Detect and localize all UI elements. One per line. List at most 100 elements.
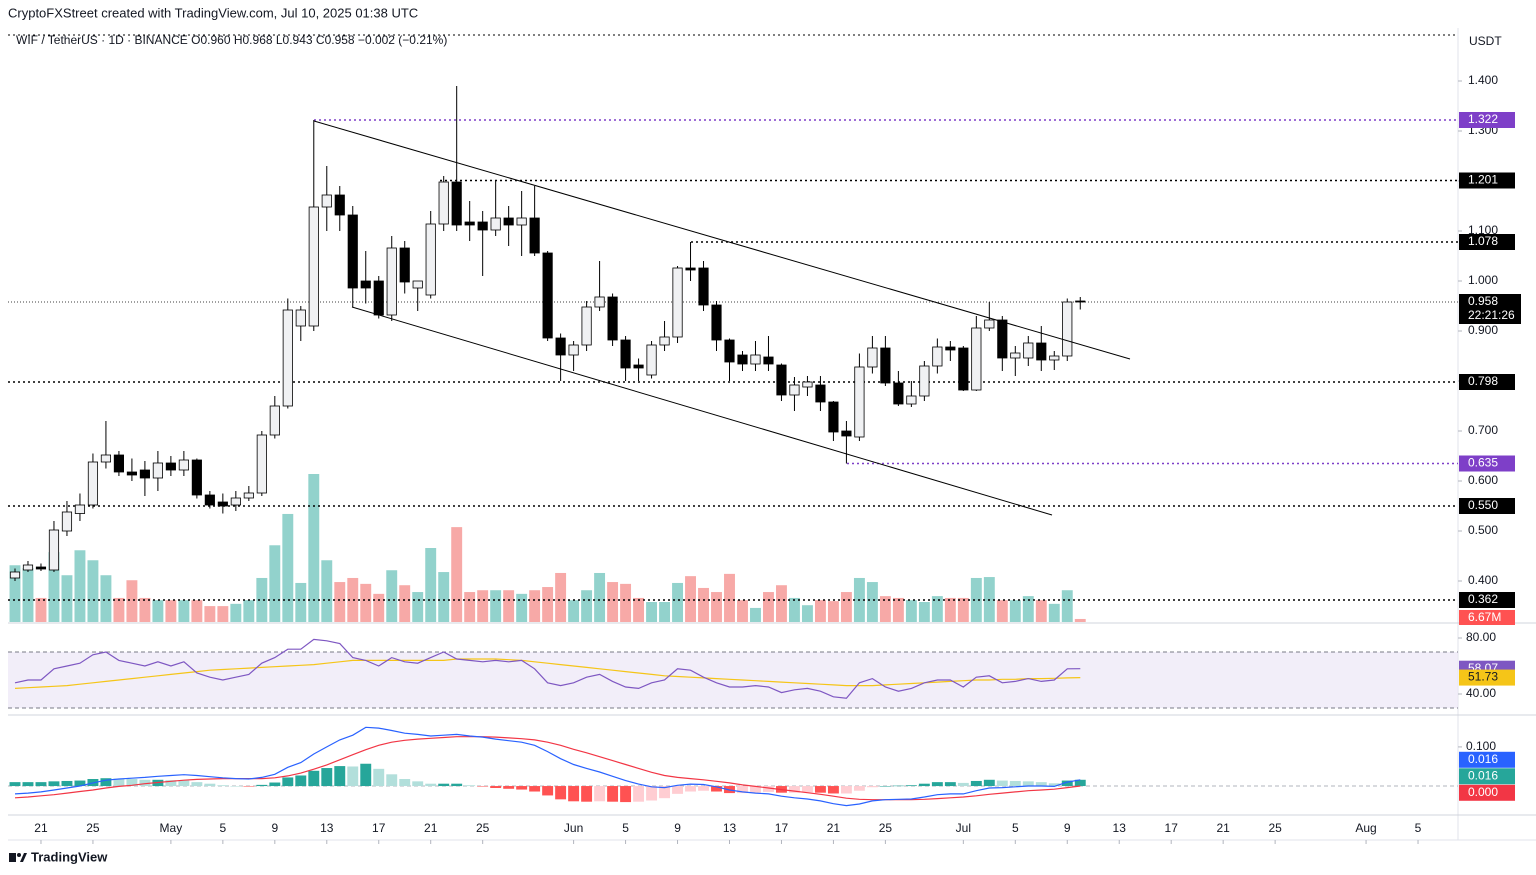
- volume-bar: [217, 606, 229, 622]
- candle-body: [230, 497, 241, 506]
- macd-histogram-bar: [879, 786, 891, 787]
- candle-body: [399, 247, 410, 283]
- candle-body: [633, 364, 644, 369]
- volume-bar: [1048, 603, 1060, 622]
- macd-histogram-bar: [100, 778, 112, 787]
- volume-bar: [776, 585, 787, 622]
- macd-label-box: [1459, 768, 1515, 785]
- volume-bar: [516, 593, 528, 622]
- macd-histogram-bar: [35, 782, 47, 787]
- volume-bar: [750, 607, 761, 622]
- level-label-box: [1459, 374, 1515, 390]
- macd-histogram-bar: [840, 786, 852, 794]
- volume-bar: [788, 597, 800, 622]
- volume-bar: [607, 582, 619, 622]
- candle-body: [477, 221, 488, 231]
- x-tick-label: 9: [674, 821, 681, 835]
- volume-bar: [529, 590, 541, 622]
- macd-histogram-bar: [620, 786, 632, 803]
- volume-bar: [386, 570, 398, 622]
- candle-body: [74, 504, 86, 514]
- candle-body: [191, 459, 202, 496]
- macd-histogram-bar: [217, 785, 229, 787]
- candle-body: [958, 347, 969, 391]
- candle-body: [295, 309, 306, 327]
- macd-histogram-bar: [866, 786, 878, 788]
- volume-bar: [1022, 596, 1034, 622]
- volume-bar: [633, 597, 645, 622]
- volume-bar: [672, 582, 683, 622]
- volume-bar: [425, 548, 437, 622]
- brand: TradingView: [31, 849, 108, 864]
- macd-histogram-bar: [61, 780, 73, 787]
- candle-body: [711, 304, 722, 341]
- macd-histogram-bar: [308, 770, 320, 787]
- level-label: 0.362: [1468, 592, 1498, 606]
- candle-body: [282, 309, 293, 407]
- macd-histogram-bar: [853, 786, 865, 791]
- volume-bar: [996, 600, 1008, 622]
- volume-bar: [892, 597, 904, 622]
- macd-tick-label: 0.100: [1466, 739, 1496, 753]
- macd-histogram-bar: [905, 785, 917, 787]
- candle-body: [581, 306, 592, 346]
- x-tick-label: 13: [320, 821, 334, 835]
- price-countdown: 22:21:26: [1468, 308, 1515, 322]
- macd-histogram-bar: [282, 777, 294, 787]
- level-label-box: [1459, 172, 1515, 189]
- candle-body: [425, 223, 436, 296]
- volume-bar: [321, 560, 333, 622]
- x-tick-label: 13: [723, 821, 737, 835]
- price-label: 0.958: [1468, 294, 1498, 308]
- macd-histogram-bar: [425, 783, 437, 787]
- volume-bar: [152, 600, 164, 622]
- candle-body: [854, 366, 865, 438]
- candle-body: [906, 395, 917, 405]
- volume-bar: [347, 577, 359, 622]
- macd-histogram-bar: [1061, 780, 1073, 787]
- macd-histogram-bar: [9, 782, 21, 787]
- candle-body: [971, 327, 982, 391]
- volume-bar: [295, 582, 307, 622]
- volume-bar: [22, 567, 34, 622]
- x-tick-label: 5: [1012, 821, 1019, 835]
- x-tick-label: 9: [1064, 821, 1071, 835]
- macd-histogram-bar: [503, 786, 515, 789]
- macd-histogram-bar: [581, 786, 593, 802]
- macd-histogram-bar: [957, 782, 969, 787]
- macd-line: [14, 726, 1081, 807]
- macd-histogram-bar: [788, 786, 800, 793]
- macd-histogram-bar: [633, 786, 645, 802]
- volume-bar: [944, 597, 956, 622]
- macd-histogram-bar: [438, 783, 450, 787]
- candle-body: [997, 319, 1008, 359]
- candle-body: [529, 217, 540, 254]
- volume-bar: [9, 565, 21, 622]
- candle-body: [815, 384, 826, 403]
- x-tick-label: 17: [372, 821, 386, 835]
- candle-body: [321, 194, 332, 208]
- macd-histogram-bar: [750, 786, 761, 793]
- macd-histogram-bar: [295, 775, 307, 787]
- volume-bar: [724, 573, 735, 622]
- macd-histogram-bar: [113, 778, 125, 787]
- candle-body: [867, 347, 878, 368]
- macd-histogram-bar: [568, 786, 580, 802]
- y-tick-label: 0.600: [1468, 473, 1498, 487]
- x-tick-label: 17: [1165, 821, 1179, 835]
- candle-body: [438, 181, 449, 225]
- volume-bar: [581, 590, 593, 622]
- candle-body: [555, 337, 566, 356]
- volume-bar: [269, 545, 281, 622]
- volume-bar: [451, 527, 463, 622]
- candle-body: [360, 280, 371, 289]
- candle-body: [1010, 352, 1021, 359]
- volume-bar: [74, 550, 86, 622]
- y-tick-label: 1.400: [1468, 73, 1498, 87]
- volume-bar: [1009, 600, 1021, 622]
- x-tick-label: 5: [1415, 821, 1422, 835]
- y-tick-label: 0.900: [1468, 323, 1498, 337]
- macd-histogram-bar: [944, 782, 956, 787]
